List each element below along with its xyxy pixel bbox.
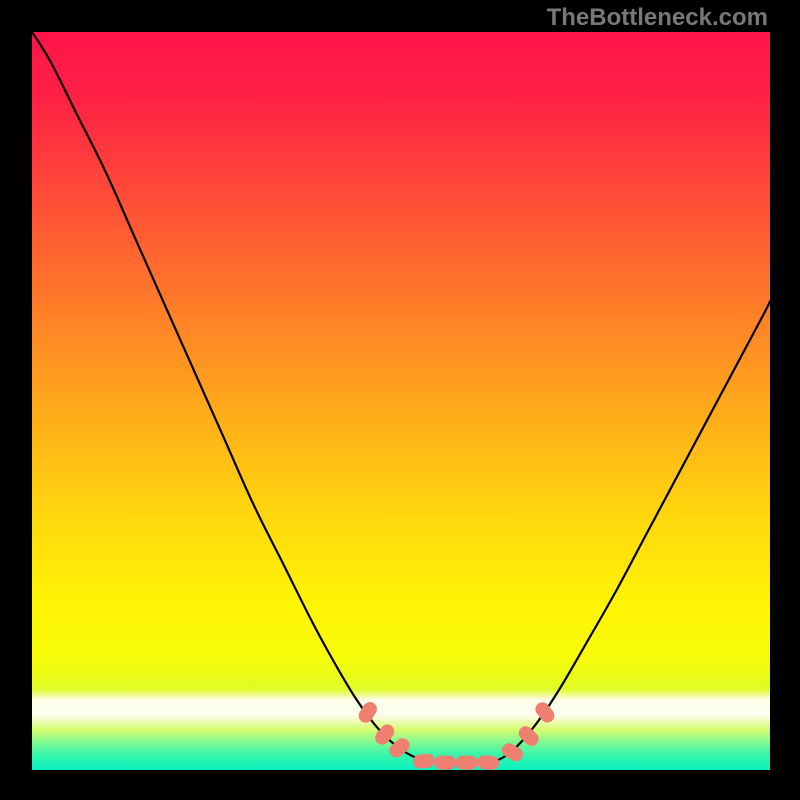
curve-layer	[0, 0, 800, 800]
watermark-text: TheBottleneck.com	[547, 4, 768, 32]
curve-marker	[499, 741, 525, 764]
curve-marker	[434, 756, 456, 770]
curve-marker	[412, 753, 435, 769]
curve-marker	[477, 755, 500, 771]
curve-marker	[387, 735, 413, 760]
curve-marker	[456, 756, 478, 770]
bottleneck-curve	[32, 32, 770, 763]
curve-marker	[533, 699, 558, 725]
